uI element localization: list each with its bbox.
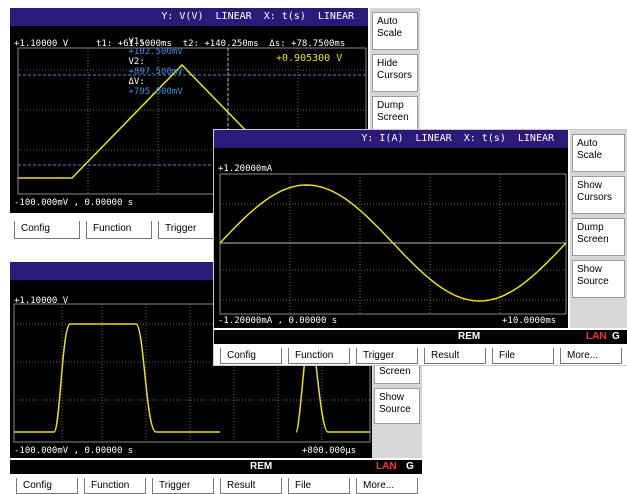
bottom-bar-2: Config Function Trigger Result File More… bbox=[10, 478, 422, 494]
plot-area-3: Y: I(A) LINEAR X: t(s) LINEAR +1.20000mA… bbox=[214, 130, 568, 328]
lan-indicator-3: LAN bbox=[586, 331, 607, 342]
window-current-sine: Y: I(A) LINEAR X: t(s) LINEAR +1.20000mA… bbox=[214, 130, 627, 365]
origin-readout-2: -100.000mV , 0.00000 s bbox=[14, 446, 134, 456]
x-end-readout-3: +10.0000ms bbox=[502, 316, 557, 326]
plot-title-1: Y: V(V) LINEAR X: t(s) LINEAR bbox=[10, 8, 368, 26]
result-button-2[interactable]: Result bbox=[220, 478, 282, 494]
marker-value: +0.905300 V bbox=[276, 53, 343, 64]
v2-value: +897.500mV bbox=[128, 67, 183, 77]
g-indicator-2: G bbox=[406, 461, 414, 472]
side-menu-3: Auto Scale Show Cursors Dump Screen Show… bbox=[570, 130, 627, 328]
function-button[interactable]: Function bbox=[86, 221, 152, 239]
auto-scale-button[interactable]: Auto Scale bbox=[372, 12, 418, 50]
file-button-2[interactable]: File bbox=[288, 478, 350, 494]
plot-title-3: Y: I(A) LINEAR X: t(s) LINEAR bbox=[214, 130, 568, 148]
trigger-button-2[interactable]: Trigger bbox=[152, 478, 214, 494]
v2-label: V2: bbox=[128, 57, 145, 67]
show-source-button-3[interactable]: Show Source bbox=[572, 260, 625, 298]
config-button-2[interactable]: Config bbox=[16, 478, 78, 494]
file-button-3[interactable]: File bbox=[492, 348, 554, 364]
show-cursors-button-3[interactable]: Show Cursors bbox=[572, 176, 625, 214]
trigger-button-3[interactable]: Trigger bbox=[356, 348, 418, 364]
v1-value: +102.500mV bbox=[128, 47, 183, 57]
config-button[interactable]: Config bbox=[14, 221, 80, 239]
top-value-2: +1.10000 V bbox=[14, 296, 69, 306]
plot-svg-3 bbox=[219, 173, 568, 315]
origin-readout-3: -1.20000mA , 0.00000 s bbox=[218, 316, 338, 326]
function-button-3[interactable]: Function bbox=[288, 348, 350, 364]
time-cursor-readout: t1: +61.5000ms t2: +140.250ms Δs: +78.75… bbox=[96, 39, 346, 49]
side-menu-2: Screen Show Source bbox=[372, 362, 422, 458]
auto-scale-button-3[interactable]: Auto Scale bbox=[572, 134, 625, 172]
dump-screen-button-3[interactable]: Dump Screen bbox=[572, 218, 625, 256]
more-button-3[interactable]: More... bbox=[560, 348, 622, 364]
x-end-readout-2: +800.000µs bbox=[302, 446, 357, 456]
config-button-3[interactable]: Config bbox=[220, 348, 282, 364]
more-button-2[interactable]: More... bbox=[356, 478, 418, 494]
dump-screen-button-2[interactable]: Screen bbox=[374, 362, 420, 384]
rem-indicator-2: REM bbox=[250, 461, 273, 472]
rem-indicator-3: REM bbox=[458, 331, 481, 342]
show-source-button-2[interactable]: Show Source bbox=[374, 388, 420, 424]
result-button-3[interactable]: Result bbox=[424, 348, 486, 364]
dump-screen-button[interactable]: Dump Screen bbox=[372, 96, 418, 134]
dv-label: ΔV: bbox=[128, 77, 145, 87]
hide-cursors-button[interactable]: Hide Cursors bbox=[372, 54, 418, 92]
top-value-1: +1.10000 V bbox=[14, 39, 69, 49]
lan-indicator-2: LAN bbox=[376, 461, 397, 472]
v1-label: V1: bbox=[128, 37, 145, 47]
function-button-2[interactable]: Function bbox=[84, 478, 146, 494]
g-indicator-3: G bbox=[612, 331, 620, 342]
dv-value: +795.000mV bbox=[128, 87, 183, 97]
origin-readout-1: -100.000mV , 0.00000 s bbox=[14, 198, 134, 208]
trace-sine bbox=[219, 184, 567, 302]
status-bar-2: REM LAN G bbox=[10, 460, 422, 474]
status-bar-3: REM LAN G bbox=[214, 330, 627, 344]
bottom-bar-3: Config Function Trigger Result File More… bbox=[214, 348, 627, 364]
top-value-3: +1.20000mA bbox=[218, 164, 273, 174]
plot-area-1: Y: V(V) LINEAR X: t(s) LINEAR V1: +102.5… bbox=[10, 8, 368, 213]
